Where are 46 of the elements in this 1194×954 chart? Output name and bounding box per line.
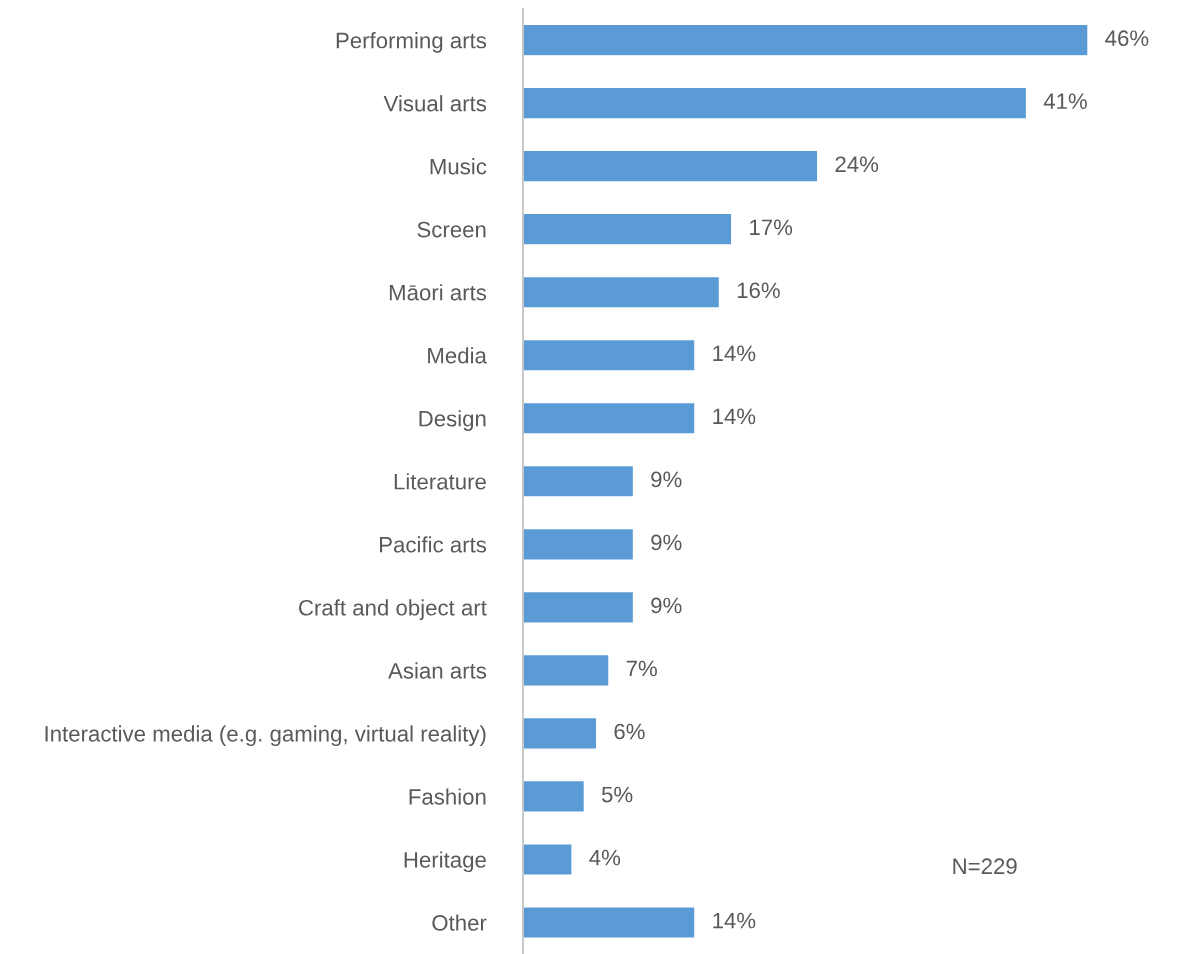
- data-label: 4%: [589, 849, 621, 866]
- annotation: N=229: [953, 858, 1017, 875]
- y-tick-label: Craft and object art: [299, 599, 487, 621]
- data-label: 9%: [651, 534, 682, 551]
- data-label: 9%: [651, 471, 682, 488]
- bar: [522, 23, 1089, 57]
- y-tick-label: Visual arts: [383, 95, 487, 112]
- y-tick-label: Heritage: [404, 851, 486, 873]
- y-tick-label: Pacific arts: [380, 536, 487, 553]
- data-label: 7%: [626, 660, 657, 677]
- data-label: 5%: [601, 786, 633, 803]
- data-label: 17%: [750, 219, 793, 236]
- y-tick-label: Music: [430, 158, 487, 175]
- y-tick-label: Media: [428, 347, 487, 364]
- data-label: 14%: [713, 912, 756, 929]
- bar: [522, 212, 733, 246]
- y-tick-label: Screen: [417, 221, 486, 238]
- data-label: 41%: [1043, 93, 1087, 110]
- bar: [522, 843, 573, 876]
- bar: [522, 590, 635, 624]
- data-label: 9%: [651, 597, 682, 614]
- bar: [522, 779, 586, 813]
- data-label: 14%: [713, 345, 756, 362]
- bar: [522, 464, 635, 498]
- y-tick-label: Literature: [394, 473, 486, 490]
- data-label: 46%: [1105, 30, 1149, 47]
- bar: [522, 275, 721, 309]
- data-label: 16%: [737, 282, 780, 299]
- bar: [522, 401, 696, 435]
- bar: [522, 86, 1028, 120]
- y-tick-label: Māori arts: [389, 284, 487, 301]
- data-label: 14%: [713, 408, 756, 425]
- y-tick-label: Fashion: [409, 788, 486, 805]
- data-label: 6%: [614, 723, 645, 740]
- bar: [522, 906, 696, 939]
- y-tick-label: Performing arts: [336, 32, 487, 53]
- bar: [522, 653, 610, 687]
- y-tick-label: Asian arts: [388, 662, 487, 679]
- bar: [522, 338, 696, 372]
- y-tick-label: Interactive media (e.g. gaming, virtual reality): [45, 725, 486, 747]
- data-label: 24%: [835, 156, 879, 173]
- bar: [522, 716, 598, 750]
- bar: [522, 527, 635, 561]
- bar: [522, 149, 819, 183]
- y-tick-label: Other: [432, 914, 487, 931]
- y-tick-label: Design: [419, 410, 486, 431]
